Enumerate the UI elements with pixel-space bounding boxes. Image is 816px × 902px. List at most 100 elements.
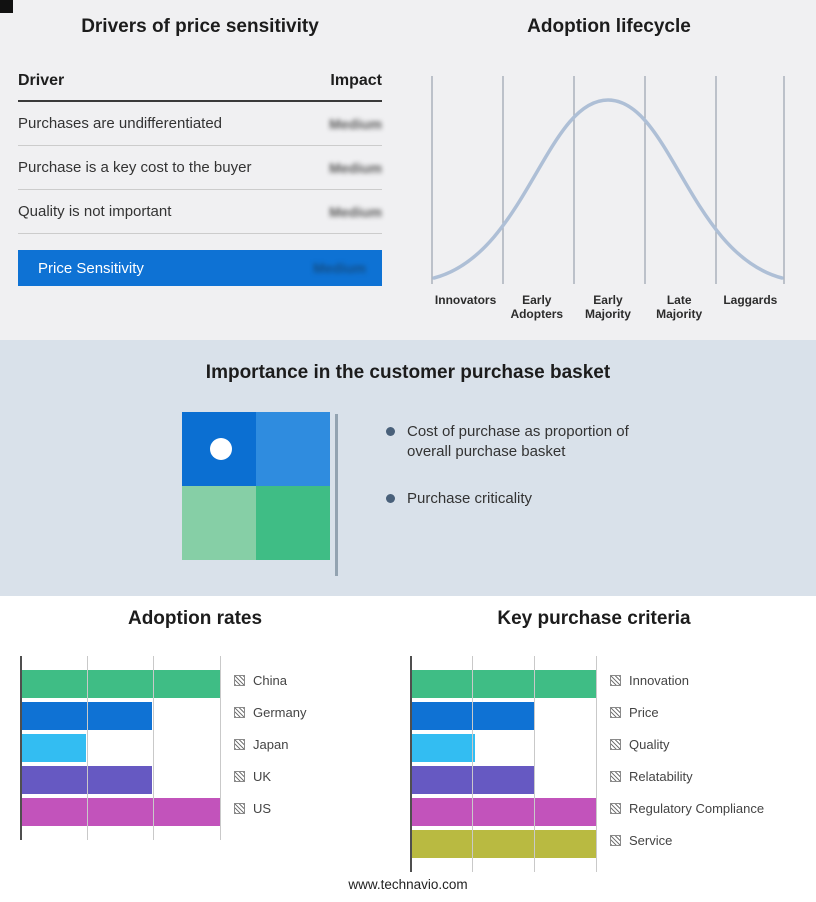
legend-label: Japan — [253, 736, 289, 752]
gridline — [153, 656, 155, 840]
basket-bullets: Cost of purchase as proportion of overal… — [386, 422, 656, 560]
legend-item: Service — [610, 824, 764, 856]
bar-quality — [410, 734, 476, 762]
hatch-swatch-icon — [610, 706, 621, 718]
key-purchase-criteria-title: Key purchase criteria — [497, 608, 691, 629]
gridline — [220, 656, 221, 840]
legend-item: US — [234, 792, 306, 824]
legend-item: Germany — [234, 696, 306, 728]
legend-label: China — [253, 672, 287, 688]
bullet-icon — [386, 427, 395, 436]
quadrant-shadow — [335, 414, 338, 576]
impact-value: Medium — [313, 260, 366, 276]
purchase-basket-band: Importance in the customer purchase bask… — [0, 340, 816, 596]
legend-item: Innovation — [610, 664, 764, 696]
bar-us — [20, 798, 220, 826]
quadrant-chart — [182, 412, 338, 576]
quadrant-top-right — [256, 412, 330, 486]
stage-labels: Innovators Early Adopters Early Majority… — [430, 293, 786, 322]
legend-label: Innovation — [629, 672, 689, 688]
hatch-swatch-icon — [610, 674, 621, 686]
bar-germany — [20, 702, 152, 730]
table-row: Purchase is a key cost to the buyer Medi… — [18, 146, 382, 190]
legend-item: Relatability — [610, 760, 764, 792]
lifecycle-chart: Innovators Early Adopters Early Majority… — [430, 74, 786, 322]
hatch-swatch-icon — [610, 802, 621, 814]
bell-curve — [432, 98, 784, 280]
bullet-text: Cost of purchase as proportion of overal… — [407, 423, 629, 461]
bullet-icon — [386, 493, 395, 503]
drivers-table-header: Driver Impact — [18, 72, 382, 102]
website-url: www.technavio.com — [348, 877, 468, 892]
lifecycle-curve-svg — [431, 76, 785, 284]
legend-label: Relatability — [629, 768, 693, 784]
stage-label: Late Majority — [656, 293, 703, 322]
legend-label: Service — [629, 832, 673, 848]
hatch-swatch-icon — [234, 706, 245, 718]
col-driver: Driver — [18, 72, 65, 89]
bar-japan — [20, 734, 86, 762]
key-purchase-criteria-legend: Innovation Price Quality Relatability — [610, 656, 764, 872]
table-row: Purchases are undifferentiated Medium — [18, 102, 382, 146]
legend-label: Quality — [629, 736, 670, 752]
y-axis-line — [410, 656, 412, 872]
bullet-item: Cost of purchase as proportion of overal… — [386, 422, 656, 463]
legend-label: Germany — [253, 704, 307, 720]
corner-mark — [0, 0, 13, 13]
legend-item: Quality — [610, 728, 764, 760]
bar-regulatory-compliance — [410, 798, 596, 826]
stage-label: Innovators — [434, 293, 497, 307]
top-band: Drivers of price sensitivity Driver Impa… — [0, 0, 816, 340]
key-purchase-criteria-chart: Key purchase criteria — [390, 608, 798, 872]
legend-label: UK — [253, 768, 272, 784]
lifecycle-title: Adoption lifecycle — [527, 16, 691, 37]
adoption-rates-chart: Adoption rates China — [0, 608, 390, 872]
hatch-swatch-icon — [234, 738, 245, 750]
gridline — [596, 656, 597, 872]
col-impact: Impact — [330, 72, 382, 89]
driver-label: Purchase is a key cost to the buyer — [18, 159, 252, 176]
bottom-band: Adoption rates China — [0, 596, 816, 872]
gridline — [471, 656, 473, 872]
lifecycle-panel: Adoption lifecycle Innovators Early Adop… — [400, 0, 816, 340]
basket-content: Cost of purchase as proportion of overal… — [182, 412, 816, 576]
adoption-rates-plot — [20, 656, 221, 840]
driver-label: Purchases are undifferentiated — [18, 115, 223, 132]
legend-label: Regulatory Compliance — [629, 800, 765, 816]
impact-value: Medium — [329, 159, 382, 176]
impact-value: Medium — [329, 115, 382, 132]
drivers-table: Driver Impact Purchases are undifferenti… — [18, 72, 382, 286]
gridline — [533, 656, 535, 872]
adoption-rates-title: Adoption rates — [127, 608, 263, 629]
hatch-swatch-icon — [610, 834, 621, 846]
hatch-swatch-icon — [610, 738, 621, 750]
key-purchase-criteria-plot — [410, 656, 597, 872]
bar-uk — [20, 766, 152, 794]
quadrant-bottom-left — [182, 486, 256, 560]
bullet-text: Purchase criticality — [407, 489, 533, 507]
legend-item: Japan — [234, 728, 306, 760]
adoption-rates-legend: China Germany Japan UK — [234, 656, 306, 840]
table-row: Quality is not important Medium — [18, 190, 382, 234]
bar-innovation — [410, 670, 596, 698]
hatch-swatch-icon — [610, 770, 621, 782]
legend-item: Price — [610, 696, 764, 728]
position-dot — [210, 438, 232, 460]
hatch-swatch-icon — [234, 674, 245, 686]
quadrant-grid — [182, 412, 330, 560]
bullet-item: Purchase criticality — [386, 489, 656, 509]
basket-title: Importance in the customer purchase bask… — [205, 362, 611, 383]
stage-label: Early Majority — [584, 293, 631, 322]
driver-label: Quality is not important — [18, 203, 172, 220]
drivers-title: Drivers of price sensitivity — [81, 16, 319, 37]
legend-label: US — [253, 800, 272, 816]
legend-item: China — [234, 664, 306, 696]
gridline — [86, 656, 88, 840]
y-axis-line — [20, 656, 22, 840]
bar-service — [410, 830, 596, 858]
legend-item: UK — [234, 760, 306, 792]
quadrant-bottom-right — [256, 486, 330, 560]
drivers-panel: Drivers of price sensitivity Driver Impa… — [0, 0, 400, 340]
legend-item: Regulatory Compliance — [610, 792, 764, 824]
